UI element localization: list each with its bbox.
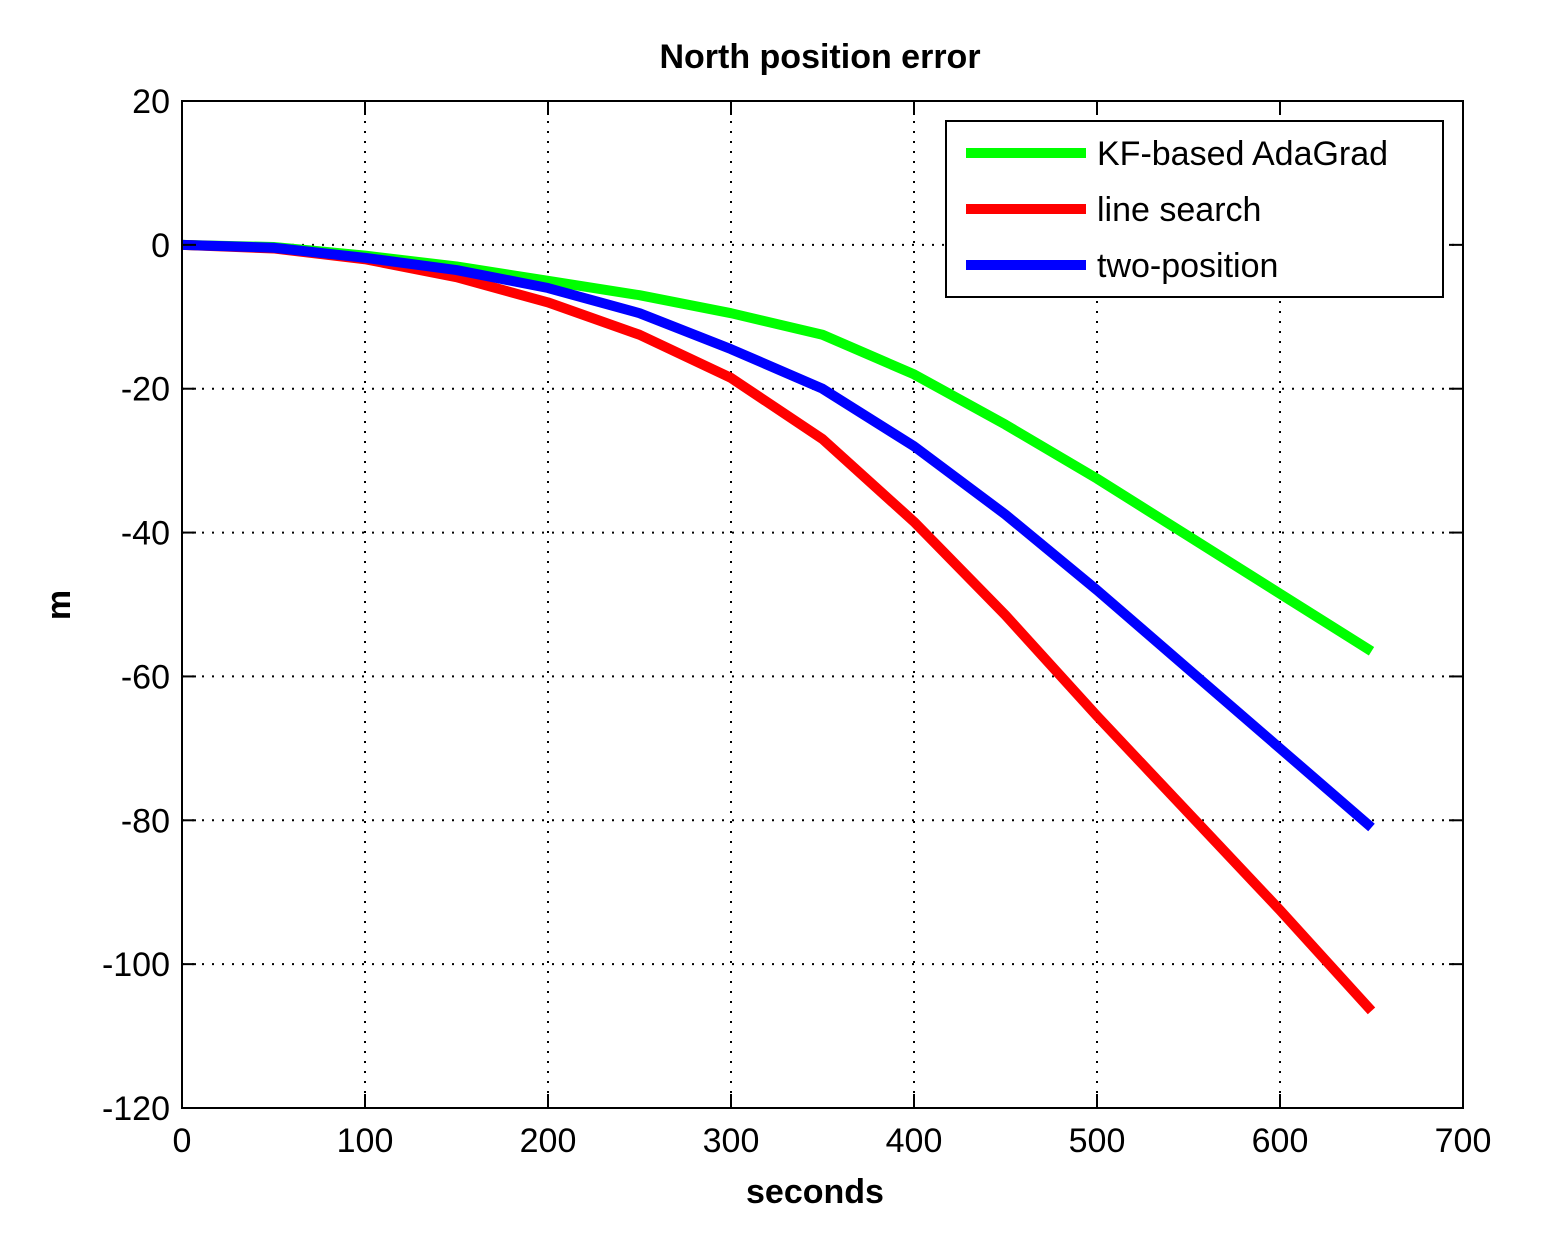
x-tick-label: 200 — [520, 1122, 577, 1160]
legend-label-0: KF-based AdaGrad — [1097, 135, 1388, 173]
y-tick-label: -120 — [102, 1090, 170, 1128]
series-layer — [181, 239, 1376, 1015]
chart-title: North position error — [659, 38, 980, 76]
legend-label-2: two-position — [1097, 247, 1278, 285]
plot-frame — [181, 100, 1464, 1109]
ticks: 0 100 200 300 400 500 600 700200-20-40-60-80-10… — [102, 83, 1491, 1160]
y-tick-label: -100 — [102, 946, 170, 984]
x-tick-label: 300 — [703, 1122, 760, 1160]
series-line-0 — [181, 239, 1375, 656]
y-axis-label: m — [40, 590, 78, 620]
y-tick-label: -80 — [121, 802, 170, 840]
legend-label-1: line search — [1097, 191, 1261, 229]
y-tick-label: -60 — [121, 658, 170, 696]
x-tick-label: 500 — [1069, 1122, 1126, 1160]
x-tick-label: 100 — [337, 1122, 394, 1160]
x-tick-label: 400 — [886, 1122, 943, 1160]
y-tick-label: -20 — [121, 371, 170, 409]
x-tick-label: 600 — [1252, 1122, 1309, 1160]
x-tick-label: 0 — [173, 1122, 192, 1160]
y-tick-label: 20 — [132, 83, 170, 121]
y-tick-label: 0 — [151, 227, 170, 265]
y-tick-label: -40 — [121, 515, 170, 553]
x-axis-label: seconds — [746, 1173, 884, 1211]
series-line-1 — [181, 239, 1376, 1015]
x-tick-label: 700 — [1435, 1122, 1492, 1160]
series-line-2 — [181, 239, 1375, 832]
legend: KF-based AdaGrad line search two-position — [945, 120, 1444, 298]
